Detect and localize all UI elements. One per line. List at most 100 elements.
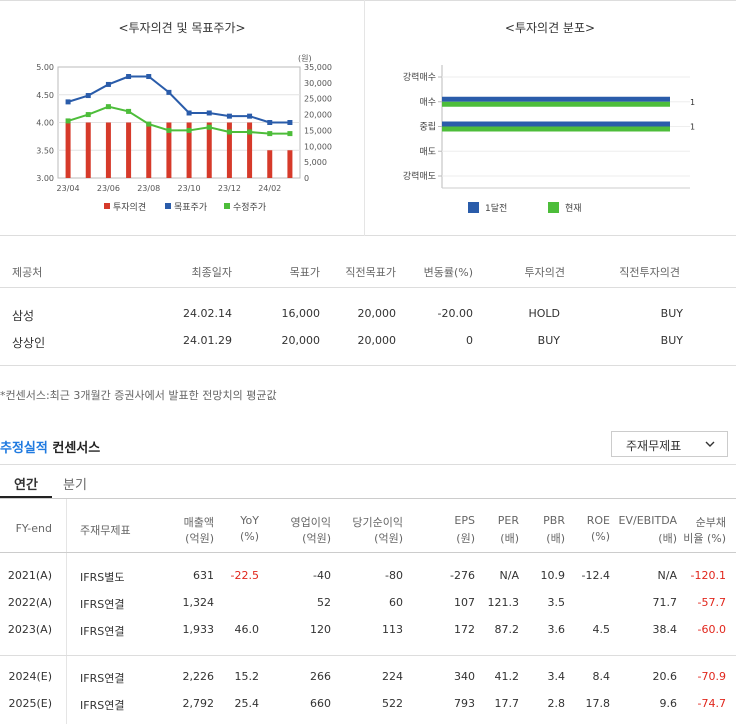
chevron-down-icon <box>705 441 715 447</box>
adjusted-price-point <box>146 121 152 127</box>
legend-swatch <box>104 203 110 209</box>
consensus-cell: 10.9 <box>540 569 566 582</box>
opinion-header-cell: 변동률(%) <box>423 266 473 279</box>
consensus-cell: -276 <box>450 569 475 582</box>
financial-statement-dropdown[interactable]: 주재무제표 <box>611 431 728 457</box>
consensus-header-unit: (배) <box>500 532 519 545</box>
consensus-cell: IFRS별도 <box>80 571 125 584</box>
consensus-cell: 17.8 <box>585 697 611 710</box>
consensus-header-cell: 영업이익 <box>290 516 331 529</box>
consensus-header-unit: (억원) <box>302 532 331 545</box>
target-price-point <box>166 89 172 95</box>
right-category-label: 매도 <box>419 146 436 157</box>
consensus-header-cell: PER <box>497 514 519 527</box>
right-axis-tick: 20,000 <box>304 111 332 120</box>
consensus-cell: 1,324 <box>182 596 215 609</box>
consensus-cell: 8.4 <box>592 670 611 683</box>
dropdown-value: 주재무제표 <box>626 439 682 453</box>
consensus-cell: 340 <box>454 670 475 683</box>
consensus-cell: 2024(E) <box>8 670 52 683</box>
fy-column-divider <box>66 499 67 724</box>
legend-swatch <box>224 203 230 209</box>
consensus-title-accent: 추정실적 <box>0 441 48 456</box>
opinion-header-cell: 최종일자 <box>191 266 232 279</box>
opinion-cell: 20,000 <box>357 307 397 320</box>
x-axis-tick: 23/12 <box>218 184 241 193</box>
opinion-bar <box>287 150 293 178</box>
consensus-cell: -40 <box>313 569 331 582</box>
left-axis-tick: 3.00 <box>36 174 54 183</box>
x-axis-tick: 23/08 <box>137 184 160 193</box>
target-price-point <box>186 110 192 116</box>
consensus-cell: -60.0 <box>697 623 726 636</box>
adjusted-price-point <box>206 124 212 130</box>
legend-swatch <box>468 202 479 213</box>
current-bar <box>442 126 670 132</box>
consensus-cell: N/A <box>657 569 677 582</box>
opinion-cell: 삼성 <box>12 309 35 323</box>
right-axis-tick: 0 <box>304 174 309 183</box>
consensus-header-unit: (배) <box>546 532 565 545</box>
right-axis-tick: 35,000 <box>304 63 332 72</box>
opinion-table-bottom <box>0 365 736 366</box>
target-price-point <box>126 74 132 80</box>
opinion-bar <box>85 122 91 178</box>
target-price-point <box>65 99 71 105</box>
right-axis-tick: 30,000 <box>304 79 332 88</box>
consensus-cell: 2.8 <box>547 697 566 710</box>
consensus-title-rest: 컨센서스 <box>52 441 101 456</box>
consensus-cell: 631 <box>193 569 214 582</box>
opinion-bar <box>186 122 192 178</box>
consensus-cell: 20.6 <box>652 670 678 683</box>
tabs-top-divider <box>0 464 736 465</box>
opinion-header-cell: 직전목표가 <box>345 266 396 279</box>
consensus-cell: -70.9 <box>697 670 726 683</box>
right-category-label: 중립 <box>419 122 436 133</box>
legend-swatch <box>548 202 559 213</box>
consensus-cell: IFRS연결 <box>80 672 125 685</box>
consensus-cell: IFRS연결 <box>80 598 125 611</box>
consensus-cell: 120 <box>310 623 331 636</box>
adjusted-price-point <box>186 127 192 133</box>
footnote: *컨센서스:최근 3개월간 증권사에서 발표한 전망치의 평균값 <box>0 389 277 402</box>
left-axis-tick: 4.00 <box>36 119 54 128</box>
month-ago-bar <box>442 96 670 102</box>
consensus-cell: 3.5 <box>547 596 566 609</box>
consensus-cell: 52 <box>317 596 331 609</box>
consensus-title: 추정실적 컨센서스 <box>0 437 100 456</box>
consensus-cell: 1,933 <box>182 623 215 636</box>
adjusted-price-point <box>105 104 111 110</box>
opinion-cell: 상상인 <box>12 336 46 350</box>
consensus-cell: 522 <box>382 697 403 710</box>
adjusted-price-point <box>65 118 71 124</box>
adjusted-price-point <box>166 127 172 133</box>
adjusted-price-point <box>226 129 232 135</box>
target-price-point <box>146 74 152 80</box>
target-price-point <box>105 81 111 87</box>
consensus-cell: 2022(A) <box>7 596 52 609</box>
opinion-cell: 20,000 <box>357 334 397 347</box>
consensus-cell: 2025(E) <box>8 697 52 710</box>
opinion-cell: BUY <box>537 334 560 347</box>
consensus-cell: 121.3 <box>487 596 520 609</box>
consensus-cell: 38.4 <box>652 623 678 636</box>
consensus-header-cell: 당기순이익 <box>352 516 403 529</box>
right-axis-unit: (원) <box>298 54 312 63</box>
consensus-cell: -80 <box>385 569 403 582</box>
opinion-cell: 16,000 <box>281 307 321 320</box>
consensus-cell: 107 <box>454 596 475 609</box>
consensus-cell: 71.7 <box>652 596 678 609</box>
opinion-header-cell: 직전투자의견 <box>619 266 680 279</box>
opinion-cell: BUY <box>660 334 683 347</box>
adjusted-price-point <box>267 131 273 137</box>
consensus-cell: 266 <box>310 670 331 683</box>
tab-quarterly[interactable]: 분기 <box>63 478 87 493</box>
opinion-cell: 0 <box>466 334 473 347</box>
right-category-label: 강력매수 <box>403 71 436 83</box>
tab-annual[interactable]: 연간 <box>0 464 52 498</box>
opinion-bar <box>126 122 132 178</box>
consensus-cell: 3.6 <box>547 623 566 636</box>
opinion-cell: BUY <box>660 307 683 320</box>
right-axis-tick: 10,000 <box>304 142 332 151</box>
